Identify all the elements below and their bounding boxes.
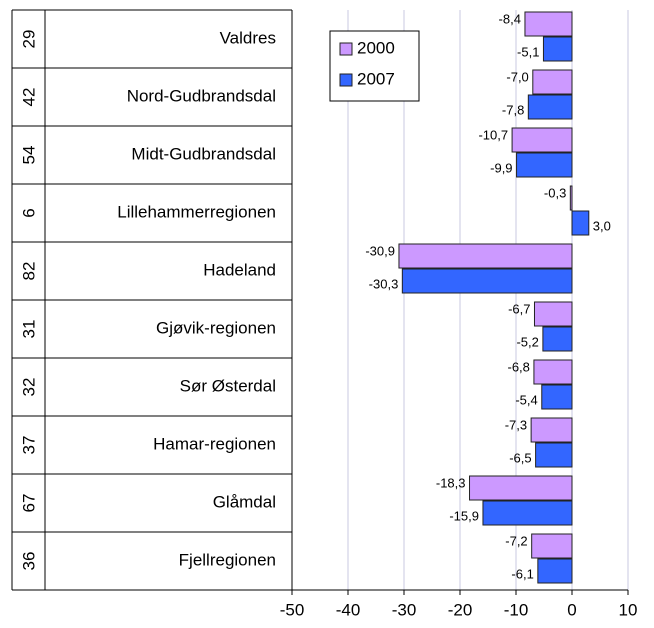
value-label: -30,9: [365, 243, 395, 258]
bar: [569, 185, 573, 211]
legend-label: 2007: [357, 69, 395, 88]
value-label: -6,8: [508, 359, 530, 374]
bar: [533, 301, 573, 327]
bar: [482, 500, 573, 526]
category-label: Midt-Gudbrandsdal: [131, 144, 276, 163]
category-code: 31: [19, 320, 38, 339]
bar: [527, 94, 573, 120]
legend-swatch: [339, 42, 353, 56]
value-label: -5,1: [517, 44, 539, 59]
x-tick-label: -40: [336, 600, 361, 619]
category-label: Fjellregionen: [179, 550, 276, 569]
bar: [532, 69, 573, 95]
category-label: Hadeland: [203, 260, 276, 279]
bar: [516, 152, 573, 178]
bar: [537, 558, 573, 584]
bar: [542, 326, 573, 352]
bar: [511, 127, 573, 153]
category-label: Glåmdal: [213, 492, 276, 511]
value-label: -15,9: [449, 508, 479, 523]
bar: [571, 210, 590, 236]
value-label: -7,8: [502, 102, 524, 117]
value-label: -18,3: [436, 475, 466, 490]
value-label: -8,4: [499, 11, 521, 26]
bar: [524, 11, 573, 37]
x-tick-label: -20: [448, 600, 473, 619]
bar: [542, 36, 573, 62]
value-label: -7,0: [506, 69, 528, 84]
legend-label: 2000: [357, 38, 395, 57]
value-label: -7,2: [505, 533, 527, 548]
category-label: Sør Østerdal: [180, 376, 276, 395]
category-label: Nord-Gudbrandsdal: [127, 86, 276, 105]
category-code: 67: [19, 494, 38, 513]
category-code: 6: [19, 208, 38, 217]
value-label: -7,3: [505, 417, 527, 432]
category-code: 32: [19, 378, 38, 397]
value-label: -9,9: [490, 160, 512, 175]
bar: [469, 475, 573, 501]
value-label: -6,7: [508, 301, 530, 316]
value-label: -10,7: [478, 127, 508, 142]
legend-swatch: [339, 73, 353, 87]
category-label: Gjøvik-regionen: [156, 318, 276, 337]
bar: [535, 442, 573, 468]
value-label: -6,1: [511, 566, 533, 581]
category-label: Hamar-regionen: [153, 434, 276, 453]
bar: [531, 533, 573, 559]
bar: [398, 243, 573, 269]
category-label: Valdres: [220, 28, 276, 47]
bar: [541, 384, 573, 410]
x-tick-label: 10: [619, 600, 638, 619]
x-tick-label: -30: [392, 600, 417, 619]
x-tick-label: -10: [504, 600, 529, 619]
x-tick-label: 0: [567, 600, 576, 619]
bar: [530, 417, 573, 443]
category-code: 82: [19, 262, 38, 281]
bar: [401, 268, 573, 294]
value-label: 3,0: [593, 218, 611, 233]
category-code: 37: [19, 436, 38, 455]
category-label: Lillehammerregionen: [117, 202, 276, 221]
value-label: -5,4: [515, 392, 537, 407]
value-label: -6,5: [509, 450, 531, 465]
bar: [533, 359, 573, 385]
category-code: 54: [19, 146, 38, 165]
category-code: 29: [19, 30, 38, 49]
value-label: -5,2: [516, 334, 538, 349]
value-label: -30,3: [369, 276, 399, 291]
x-tick-label: -50: [280, 600, 305, 619]
category-code: 36: [19, 552, 38, 571]
value-label: -0,3: [544, 185, 566, 200]
category-code: 42: [19, 88, 38, 107]
